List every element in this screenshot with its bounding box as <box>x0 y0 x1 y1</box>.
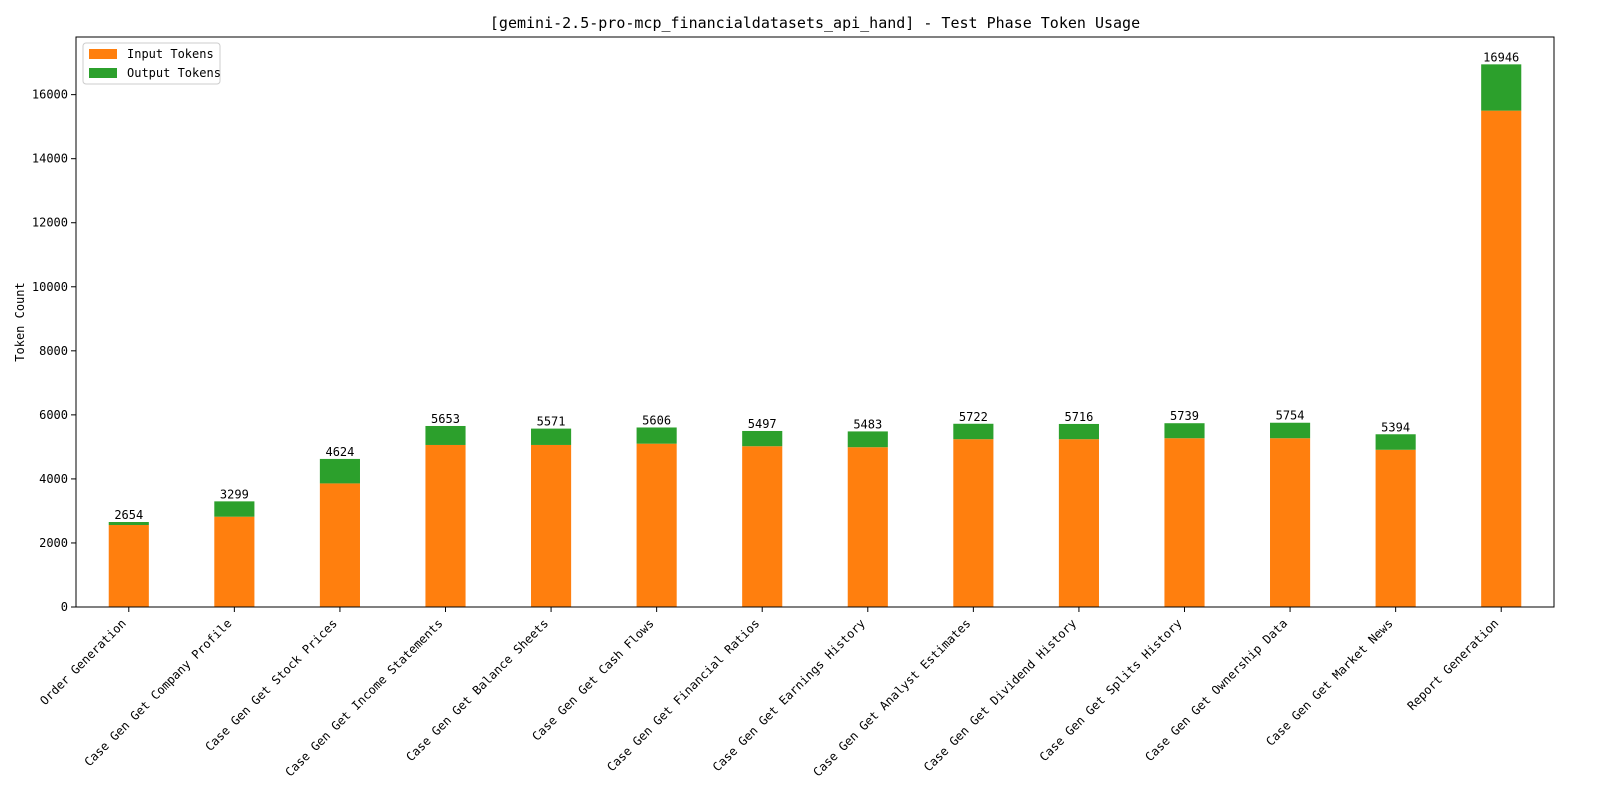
bar-input-5 <box>636 443 677 607</box>
total-label-8: 5722 <box>959 410 988 424</box>
bars-layer <box>108 64 1522 608</box>
x-tick-label-0: Order Generation <box>37 616 129 708</box>
bar-output-10 <box>1164 423 1205 439</box>
legend-label-0: Input Tokens <box>127 47 214 61</box>
legend-box <box>82 42 221 85</box>
bar-output-3 <box>425 425 466 445</box>
bar-output-4 <box>531 428 572 445</box>
legend-swatch-1 <box>89 68 117 78</box>
bar-input-9 <box>1058 439 1099 607</box>
y-axis: 0 2000 4000 6000 8000 10000 12000 14000 16000 <box>32 88 76 614</box>
bar-input-0 <box>108 525 149 607</box>
total-label-6: 5497 <box>748 417 777 431</box>
total-label-7: 5483 <box>853 417 882 431</box>
x-tick-label-13: Report Generation <box>1405 616 1502 713</box>
bar-input-11 <box>1270 438 1311 607</box>
x-tick-label-12: Case Gen Get Market News <box>1263 616 1396 749</box>
y-tick-label-6: 12000 <box>32 216 68 230</box>
bar-output-5 <box>636 427 677 444</box>
bar-output-6 <box>742 430 783 447</box>
bar-input-7 <box>847 447 888 607</box>
bar-output-11 <box>1270 422 1311 439</box>
total-label-9: 5716 <box>1064 410 1093 424</box>
y-tick-label-5: 10000 <box>32 280 68 294</box>
bar-input-12 <box>1375 449 1416 607</box>
bar-input-6 <box>742 446 783 607</box>
bar-input-4 <box>531 444 572 607</box>
y-axis-label: Token Count <box>13 282 27 361</box>
total-label-1: 3299 <box>220 487 249 501</box>
bar-input-8 <box>953 439 994 607</box>
bar-output-0 <box>108 522 149 526</box>
y-tick-label-3: 6000 <box>39 408 68 422</box>
total-label-3: 5653 <box>431 412 460 426</box>
total-label-2: 4624 <box>325 445 354 459</box>
bar-input-3 <box>425 444 466 607</box>
chart-title: [gemini-2.5-pro-mcp_financialdatasets_ap… <box>490 14 1140 32</box>
bar-output-13 <box>1481 64 1522 111</box>
bar-output-2 <box>319 458 360 484</box>
bar-output-7 <box>847 431 888 448</box>
bar-input-10 <box>1164 438 1205 607</box>
bar-output-9 <box>1058 423 1099 440</box>
bar-output-1 <box>214 501 255 517</box>
y-tick-label-0: 0 <box>61 600 68 614</box>
total-label-12: 5394 <box>1381 420 1410 434</box>
total-label-0: 2654 <box>114 508 143 522</box>
legend-swatch-0 <box>89 49 117 59</box>
data-labels-layer: 2654 3299 4624 5653 5571 5606 5497 5483 5722 5716… <box>114 50 1519 522</box>
bar-output-8 <box>953 423 994 440</box>
total-label-13: 16946 <box>1483 50 1519 64</box>
bar-input-1 <box>214 516 255 607</box>
y-tick-label-8: 16000 <box>32 88 68 102</box>
total-label-10: 5739 <box>1170 409 1199 423</box>
total-label-4: 5571 <box>537 415 566 429</box>
total-label-11: 5754 <box>1276 409 1305 423</box>
legend: Input Tokens Output Tokens <box>82 42 221 85</box>
legend-label-1: Output Tokens <box>127 66 221 80</box>
y-tick-label-4: 8000 <box>39 344 68 358</box>
y-tick-label-1: 2000 <box>39 536 68 550</box>
bar-input-13 <box>1481 110 1522 608</box>
bar-output-12 <box>1375 434 1416 450</box>
x-tick-label-5: Case Gen Get Cash Flows <box>529 616 656 743</box>
y-tick-label-7: 14000 <box>32 152 68 166</box>
y-tick-label-2: 4000 <box>39 472 68 486</box>
plot-frame <box>75 36 1555 608</box>
total-label-5: 5606 <box>642 413 671 427</box>
bar-input-2 <box>319 483 360 607</box>
